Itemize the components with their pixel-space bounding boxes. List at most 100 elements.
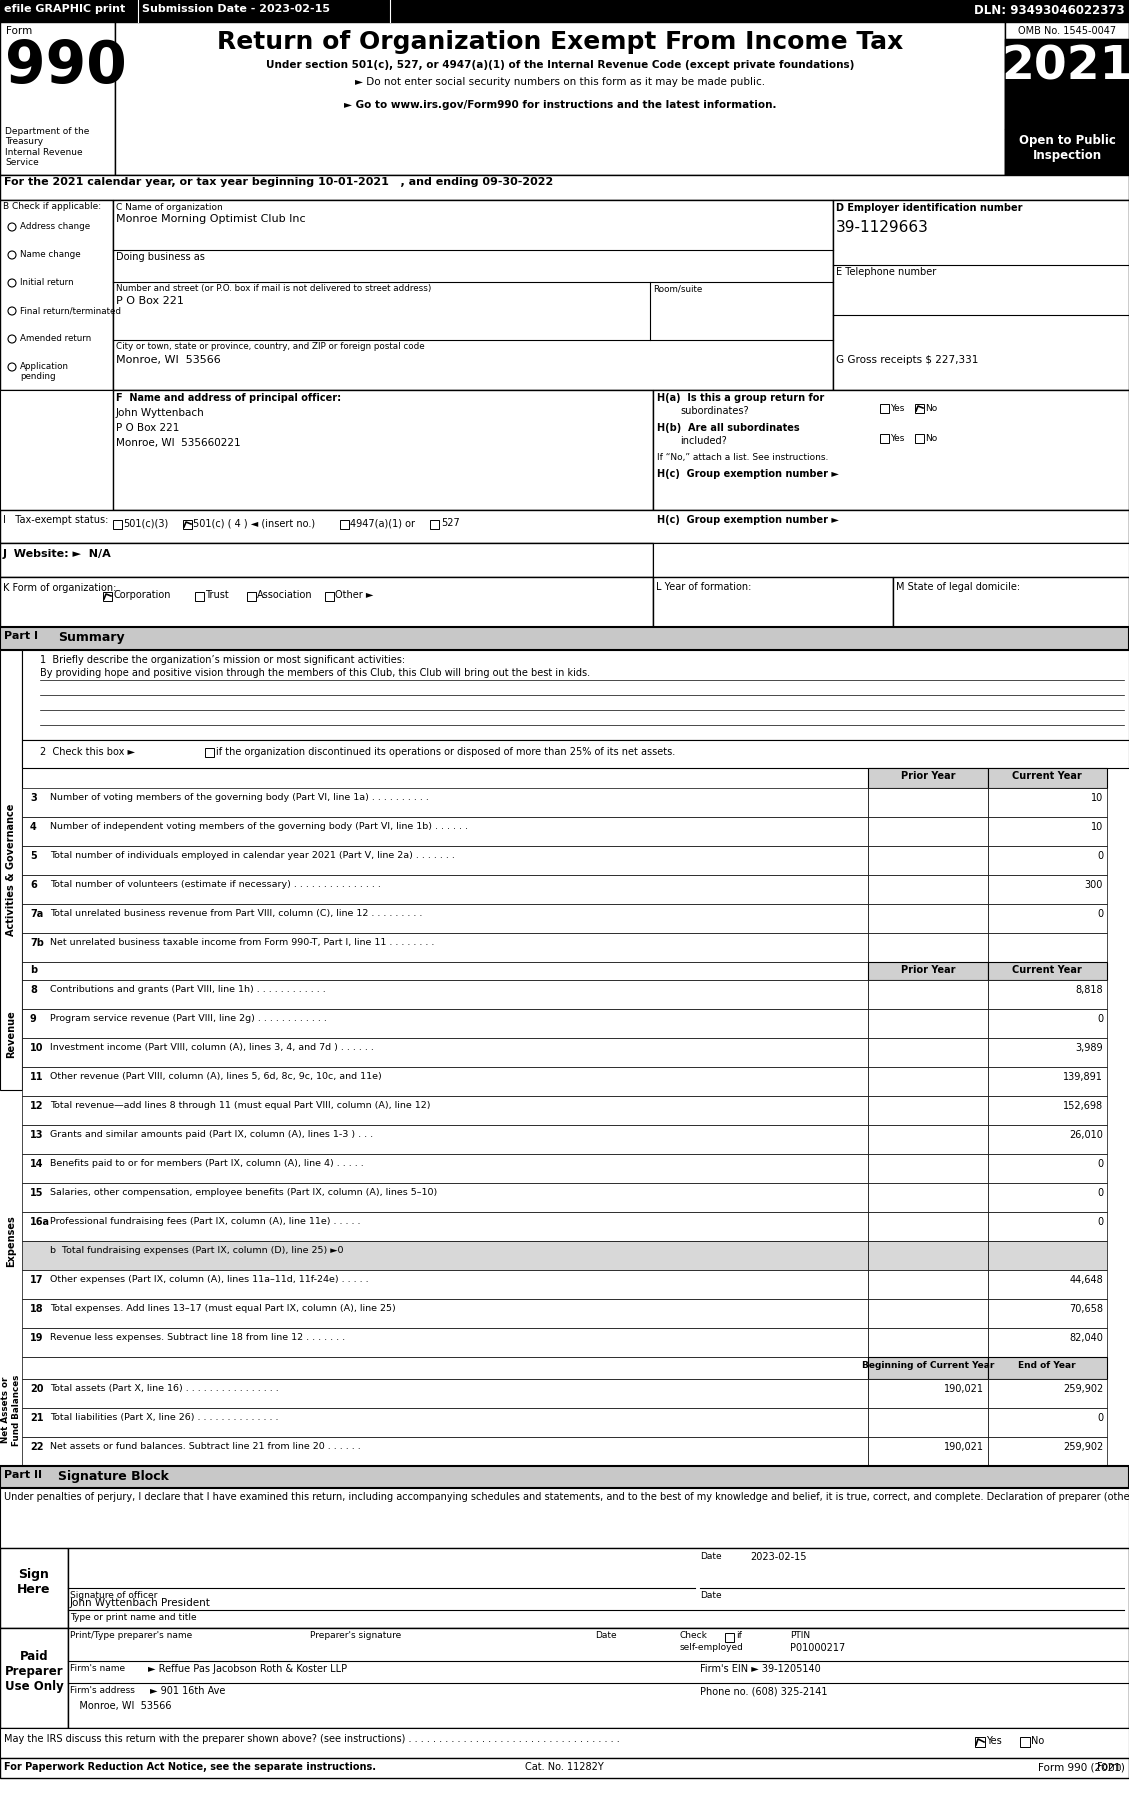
Text: 20: 20 [30,1384,44,1393]
Text: 2  Check this box ►: 2 Check this box ► [40,747,135,756]
Bar [868,1038,988,1067]
Bar [868,1212,988,1241]
Bar [21,816,868,845]
Text: Part I: Part I [5,631,38,640]
Text: 10: 10 [1091,793,1103,804]
Bar [975,1738,984,1747]
Bar [0,649,21,1090]
Text: Monroe, WI  535660221: Monroe, WI 535660221 [116,437,240,448]
Text: 15: 15 [30,1188,44,1197]
Text: Room/suite: Room/suite [653,285,702,294]
Bar [868,1299,988,1328]
Text: Prior Year: Prior Year [901,771,955,782]
Bar [21,1154,868,1183]
Text: K Form of organization:: K Form of organization: [3,582,116,593]
Text: Return of Organization Exempt From Income Tax: Return of Organization Exempt From Incom… [217,31,903,54]
Text: Type or print name and title: Type or print name and title [70,1613,196,1622]
Text: Sign
Here: Sign Here [17,1567,51,1596]
Bar [0,200,113,390]
Bar [430,521,439,530]
Bar [21,845,868,874]
Text: Activities & Governance: Activities & Governance [6,804,16,936]
Text: 14: 14 [30,1159,44,1168]
Bar [113,521,122,530]
Text: ► Do not enter social security numbers on this form as it may be made public.: ► Do not enter social security numbers o… [355,76,765,87]
Text: Application
pending: Application pending [20,363,69,381]
Text: Association: Association [257,590,313,600]
Text: 501(c) ( 4 ) ◄ (insert no.): 501(c) ( 4 ) ◄ (insert no.) [193,519,315,528]
Text: End of Year: End of Year [1018,1360,1076,1370]
Text: 7b: 7b [30,938,44,949]
Bar [988,787,1108,816]
Bar [868,1067,988,1096]
Text: Monroe, WI  53566: Monroe, WI 53566 [70,1702,172,1711]
Text: City or town, state or province, country, and ZIP or foreign postal code: City or town, state or province, country… [116,343,425,350]
Text: 0: 0 [1097,1413,1103,1422]
Text: Contributions and grants (Part VIII, line 1h) . . . . . . . . . . . .: Contributions and grants (Part VIII, lin… [50,985,326,994]
Text: Firm's address: Firm's address [70,1685,134,1694]
Bar [988,1009,1108,1038]
Text: J  Website: ►  N/A: J Website: ► N/A [3,550,112,559]
Bar [988,1154,1108,1183]
Text: Signature Block: Signature Block [58,1469,169,1484]
Bar [988,961,1108,980]
Bar [21,740,1129,767]
Text: efile GRAPHIC print: efile GRAPHIC print [5,4,125,15]
Text: For Paperwork Reduction Act Notice, see the separate instructions.: For Paperwork Reduction Act Notice, see … [5,1761,376,1772]
Text: b  Total fundraising expenses (Part IX, column (D), line 25) ►0: b Total fundraising expenses (Part IX, c… [50,1246,343,1255]
Text: Open to Public
Inspection: Open to Public Inspection [1018,134,1115,161]
Text: Under section 501(c), 527, or 4947(a)(1) of the Internal Revenue Code (except pr: Under section 501(c), 527, or 4947(a)(1)… [265,60,855,71]
Text: F  Name and address of principal officer:: F Name and address of principal officer: [116,394,341,403]
Bar [988,932,1108,961]
Bar [988,1357,1108,1379]
Text: 1  Briefly describe the organization’s mission or most significant activities:: 1 Briefly describe the organization’s mi… [40,655,405,666]
Text: 10: 10 [1091,822,1103,833]
Text: Firm's EIN ► 39-1205140: Firm's EIN ► 39-1205140 [700,1663,821,1674]
Text: 300: 300 [1085,880,1103,891]
Bar [21,1212,868,1241]
Text: self-employed: self-employed [680,1643,744,1653]
Text: C Name of organization: C Name of organization [116,203,222,212]
Text: H(b)  Are all subordinates: H(b) Are all subordinates [657,423,799,434]
Text: Yes: Yes [890,434,904,443]
Bar [183,521,192,530]
Text: Number and street (or P.O. box if mail is not delivered to street address): Number and street (or P.O. box if mail i… [116,285,431,294]
Text: Current Year: Current Year [1012,771,1082,782]
Text: Trust: Trust [205,590,229,600]
Text: included?: included? [680,435,727,446]
Bar [21,1038,868,1067]
Bar [195,591,204,600]
Text: 11: 11 [30,1072,44,1081]
Bar [868,1125,988,1154]
Text: Other revenue (Part VIII, column (A), lines 5, 6d, 8c, 9c, 10c, and 11e): Other revenue (Part VIII, column (A), li… [50,1072,382,1081]
Bar [988,1408,1108,1437]
Bar [914,405,924,414]
Text: 18: 18 [30,1304,44,1313]
Text: B Check if applicable:: B Check if applicable: [3,201,102,210]
Text: Cat. No. 11282Y: Cat. No. 11282Y [525,1761,603,1772]
Text: 10: 10 [30,1043,44,1052]
Bar [21,903,868,932]
Text: Revenue less expenses. Subtract line 18 from line 12 . . . . . . .: Revenue less expenses. Subtract line 18 … [50,1333,345,1342]
Bar [868,1241,988,1270]
Bar [914,434,924,443]
Bar [988,1096,1108,1125]
Text: Salaries, other compensation, employee benefits (Part IX, column (A), lines 5–10: Salaries, other compensation, employee b… [50,1188,437,1197]
Bar [113,390,653,510]
Bar [988,1183,1108,1212]
Text: Net assets or fund balances. Subtract line 21 from line 20 . . . . . .: Net assets or fund balances. Subtract li… [50,1442,361,1451]
Bar [988,980,1108,1009]
Text: ► Reffue Pas Jacobson Roth & Koster LLP: ► Reffue Pas Jacobson Roth & Koster LLP [148,1663,347,1674]
Bar [868,932,988,961]
Text: No: No [925,405,937,414]
Text: 5: 5 [30,851,37,862]
Text: M State of legal domicile:: M State of legal domicile: [896,582,1021,591]
Text: Monroe, WI  53566: Monroe, WI 53566 [116,356,221,365]
Text: 2021: 2021 [1001,44,1129,89]
Text: 82,040: 82,040 [1069,1333,1103,1342]
Text: May the IRS discuss this return with the preparer shown above? (see instructions: May the IRS discuss this return with the… [5,1734,620,1743]
Bar [205,747,215,756]
Text: 3,989: 3,989 [1076,1043,1103,1052]
Text: 70,658: 70,658 [1069,1304,1103,1313]
Text: 22: 22 [30,1442,44,1451]
